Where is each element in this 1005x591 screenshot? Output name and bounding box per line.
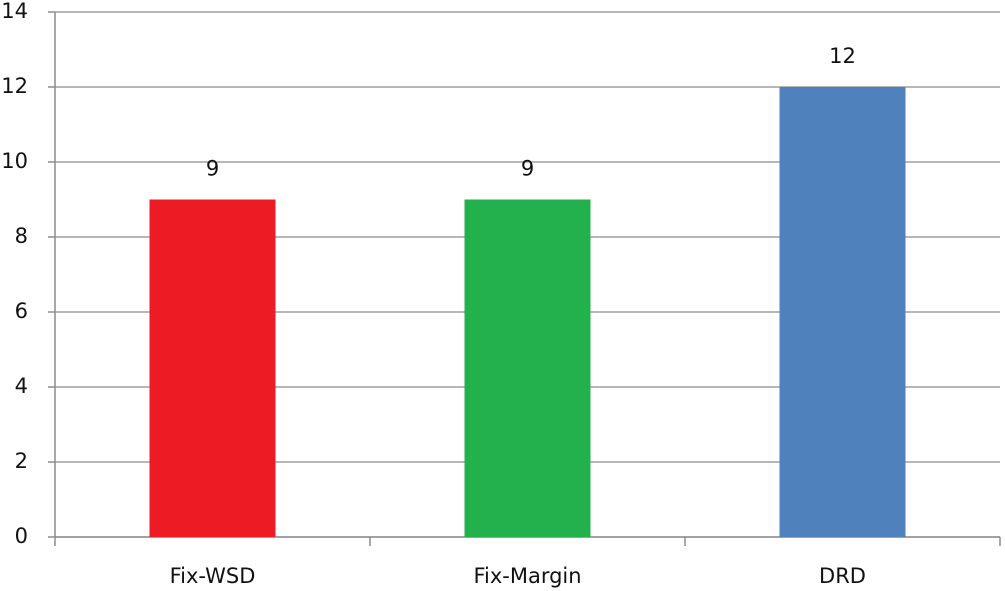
data-label: 9 xyxy=(206,157,219,181)
y-tick-label: 4 xyxy=(15,374,28,398)
y-tick-label: 8 xyxy=(15,224,28,248)
x-tick-label: Fix-Margin xyxy=(473,564,581,588)
x-tick-label: DRD xyxy=(819,564,866,588)
y-tick-label: 6 xyxy=(15,299,28,323)
y-tick-label: 2 xyxy=(15,449,28,473)
bar xyxy=(149,199,276,537)
y-tick-label: 10 xyxy=(1,149,28,173)
data-label: 9 xyxy=(521,157,534,181)
bar xyxy=(464,199,591,537)
y-tick-label: 12 xyxy=(1,74,28,98)
y-tick-label: 0 xyxy=(15,524,28,548)
x-tick-label: Fix-WSD xyxy=(170,564,256,588)
data-label: 12 xyxy=(829,44,856,68)
bar xyxy=(779,87,906,537)
y-tick-label: 14 xyxy=(1,0,28,23)
